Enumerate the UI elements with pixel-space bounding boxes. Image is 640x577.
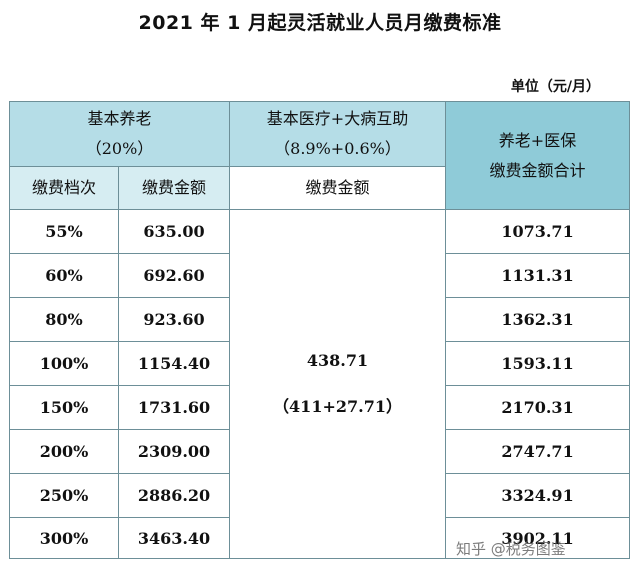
total-cell: 1593.11 bbox=[445, 341, 631, 386]
table-row: 55% 635.00 438.71 （411+27.71） 1073.71 bbox=[9, 209, 631, 559]
table-row: 80% 923.60 1362.31 bbox=[9, 297, 631, 342]
total-cell: 1362.31 bbox=[445, 297, 631, 342]
grade-cell: 250% bbox=[9, 473, 119, 518]
total-cell: 3324.91 bbox=[445, 473, 631, 518]
page-title: 2021 年 1 月起灵活就业人员月缴费标准 bbox=[138, 12, 502, 34]
grade-cell: 100% bbox=[9, 341, 119, 386]
table-row: 200% 2309.00 2747.71 bbox=[9, 429, 631, 474]
total-cell: 1073.71 bbox=[445, 209, 631, 254]
pension-header-title: 基本养老 bbox=[87, 109, 152, 128]
grade-cell: 80% bbox=[9, 297, 119, 342]
total-cell: 3902.11 bbox=[445, 517, 631, 559]
total-cell: 2747.71 bbox=[445, 429, 631, 474]
total-header: 养老+医保 缴费金额合计 bbox=[445, 101, 631, 210]
pension-header: 基本养老 （20%） bbox=[8, 101, 231, 167]
medical-value: 438.71 bbox=[306, 351, 369, 370]
grade-cell: 150% bbox=[9, 385, 119, 430]
medical-header: 基本医疗+大病互助 （8.9%+0.6%） bbox=[229, 101, 447, 167]
pension-amount-cell: 3463.40 bbox=[117, 517, 231, 559]
total-cell: 1131.31 bbox=[445, 253, 631, 298]
grade-cell: 300% bbox=[9, 517, 119, 559]
unit-label: 单位（元/月） bbox=[510, 79, 600, 95]
medical-header-title: 基本医疗+大病互助 bbox=[266, 109, 409, 128]
total-cell: 2170.31 bbox=[445, 385, 631, 430]
pension-header-rate: （20%） bbox=[85, 139, 154, 158]
table-row: 60% 692.60 1131.31 bbox=[9, 253, 631, 298]
medical-amount-header: 缴费金额 bbox=[229, 166, 447, 210]
grade-header: 缴费档次 bbox=[9, 166, 119, 210]
fee-table: 基本养老 （20%） 基本医疗+大病互助 （8.9%+0.6%） 养老+医保 缴… bbox=[8, 101, 631, 559]
watermark: 知乎 @税务图鉴 bbox=[456, 540, 566, 558]
pension-amount-cell: 635.00 bbox=[117, 209, 231, 254]
total-header-line1: 养老+医保 bbox=[498, 130, 577, 150]
table-row: 150% 1731.60 2170.31 bbox=[9, 385, 631, 430]
medical-header-rate: （8.9%+0.6%） bbox=[274, 139, 401, 158]
pension-amount-cell: 1154.40 bbox=[117, 341, 231, 386]
pension-amount-cell: 2886.20 bbox=[117, 473, 231, 518]
pension-amount-cell: 923.60 bbox=[117, 297, 231, 342]
medical-breakdown: （411+27.71） bbox=[273, 397, 402, 416]
pension-amount-cell: 2309.00 bbox=[117, 429, 231, 474]
grade-cell: 200% bbox=[9, 429, 119, 474]
table-row: 250% 2886.20 3324.91 bbox=[9, 473, 631, 518]
header-row-2: 缴费档次 缴费金额 缴费金额 bbox=[9, 166, 630, 210]
pension-amount-header: 缴费金额 bbox=[117, 166, 231, 210]
table-row: 300% 3463.40 3902.11 bbox=[9, 517, 631, 559]
table-row: 100% 1154.40 1593.11 bbox=[9, 341, 631, 386]
pension-amount-cell: 692.60 bbox=[117, 253, 231, 298]
medical-amount-cell: 438.71 （411+27.71） bbox=[229, 209, 447, 559]
header-row-1: 基本养老 （20%） 基本医疗+大病互助 （8.9%+0.6%） 养老+医保 缴… bbox=[8, 101, 631, 210]
total-header-line2: 缴费金额合计 bbox=[489, 160, 586, 180]
pension-amount-cell: 1731.60 bbox=[117, 385, 231, 430]
grade-cell: 60% bbox=[9, 253, 119, 298]
grade-cell: 55% bbox=[9, 209, 119, 254]
